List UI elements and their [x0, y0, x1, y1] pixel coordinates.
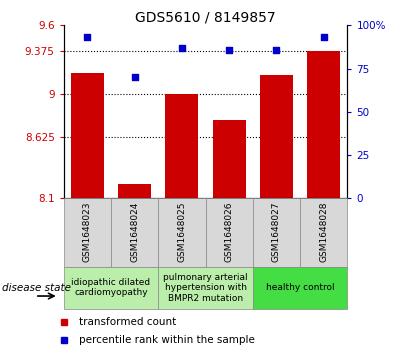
- Bar: [71, 73, 104, 198]
- Bar: [253, 267, 347, 309]
- Text: idiopathic dilated
cardiomyopathy: idiopathic dilated cardiomyopathy: [72, 278, 150, 297]
- Text: GSM1648027: GSM1648027: [272, 201, 281, 262]
- Text: transformed count: transformed count: [79, 317, 177, 327]
- Text: healthy control: healthy control: [266, 283, 334, 292]
- Title: GDS5610 / 8149857: GDS5610 / 8149857: [135, 10, 276, 24]
- Text: GSM1648023: GSM1648023: [83, 201, 92, 262]
- Bar: [158, 198, 206, 267]
- Text: GSM1648024: GSM1648024: [130, 201, 139, 262]
- Bar: [165, 94, 199, 198]
- Bar: [206, 198, 253, 267]
- Text: pulmonary arterial
hypertension with
BMPR2 mutation: pulmonary arterial hypertension with BMP…: [163, 273, 248, 303]
- Text: GSM1648028: GSM1648028: [319, 201, 328, 262]
- Bar: [307, 51, 340, 198]
- Bar: [111, 198, 158, 267]
- Bar: [64, 198, 111, 267]
- Bar: [253, 198, 300, 267]
- Point: [273, 46, 279, 52]
- Bar: [212, 120, 246, 198]
- Bar: [158, 267, 253, 309]
- Point: [321, 34, 327, 40]
- Point: [178, 45, 185, 51]
- Text: GSM1648025: GSM1648025: [178, 201, 186, 262]
- Bar: [64, 267, 158, 309]
- Point: [226, 46, 233, 52]
- Point: [132, 74, 138, 80]
- Bar: [118, 184, 151, 198]
- Text: disease state: disease state: [2, 283, 71, 293]
- Bar: [300, 198, 347, 267]
- Bar: [260, 75, 293, 198]
- Text: GSM1648026: GSM1648026: [225, 201, 233, 262]
- Text: percentile rank within the sample: percentile rank within the sample: [79, 335, 255, 346]
- Point: [84, 34, 90, 40]
